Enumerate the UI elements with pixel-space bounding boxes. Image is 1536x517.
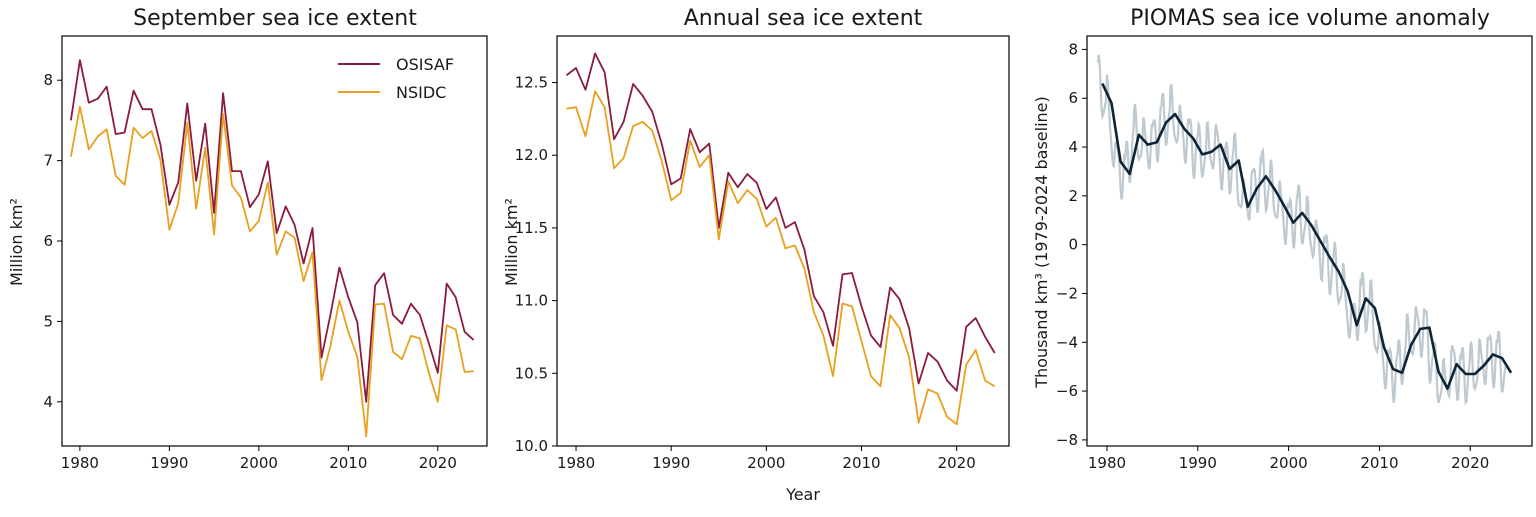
- chart3-xtick-label: 2010: [1360, 454, 1398, 472]
- chart2-ylabel: Million km²: [502, 198, 521, 286]
- chart3-ytick-label: 0: [1068, 236, 1078, 254]
- chart3-ytick-label: −8: [1056, 431, 1078, 449]
- chart2-ytick-label: 10.0: [515, 437, 548, 455]
- chart2-ytick-label: 12.0: [515, 146, 548, 164]
- chart3-ylabel: Thousand km³ (1979-2024 baseline): [1032, 96, 1051, 389]
- chart3-ytick-label: 2: [1068, 187, 1078, 205]
- chart3-monthly-band: [1096, 54, 1507, 406]
- chart2-xtick-label: 1990: [652, 454, 690, 472]
- chart2-series-line-1: [565, 52, 996, 392]
- chart3-xtick-label: 1990: [1179, 454, 1217, 472]
- chart3-series-line-1: [1101, 83, 1513, 390]
- chart1-legend: OSISAF NSIDC: [338, 55, 454, 102]
- chart1-xtick-label: 2000: [240, 454, 278, 472]
- chart2-ytick-label: 12.5: [515, 74, 548, 92]
- chart3-ytick-label: −6: [1056, 382, 1078, 400]
- chart1-ytick-label: 7: [43, 152, 53, 170]
- chart3-ytick-label: 8: [1068, 40, 1078, 58]
- chart1-xtick-label: 2020: [419, 454, 457, 472]
- chart3-ytick-label: 6: [1068, 89, 1078, 107]
- chart2-ytick-label: 10.5: [515, 364, 548, 382]
- chart1-xtick-label: 1990: [150, 454, 188, 472]
- chart2-xtick-label: 1980: [557, 454, 595, 472]
- chart1-ytick-label: 4: [43, 393, 53, 411]
- chart3-title: PIOMAS sea ice volume anomaly: [1130, 6, 1490, 31]
- chart1-xtick-label: 2010: [329, 454, 367, 472]
- chart3-plot-frame: [1086, 35, 1533, 447]
- chart3-ytick-label: −2: [1056, 284, 1078, 302]
- chart1-ytick-label: 6: [43, 232, 53, 250]
- legend-nsidc-label: NSIDC: [396, 83, 446, 102]
- chart1-ylabel: Million km²: [7, 198, 26, 286]
- chart3-xtick-label: 2000: [1270, 454, 1308, 472]
- chart3-ytick-label: 4: [1068, 138, 1078, 156]
- chart1-series-nsidc: [70, 105, 474, 438]
- chart1-ytick-label: 5: [43, 312, 53, 330]
- chart2-plot-frame: [556, 35, 1010, 447]
- legend-osisaf-label: OSISAF: [396, 55, 454, 74]
- chart2-xtick-label: 2010: [842, 454, 880, 472]
- chart3-xtick-label: 2020: [1451, 454, 1489, 472]
- chart2-series-line-2: [566, 90, 996, 426]
- chart3-xtick-label: 1980: [1088, 454, 1126, 472]
- chart2-xtick-label: 2000: [747, 454, 785, 472]
- chart2-title: Annual sea ice extent: [684, 6, 923, 31]
- chart1-ytick-label: 8: [43, 71, 53, 89]
- chart2-ytick-label: 11.5: [515, 219, 548, 237]
- chart2-ytick-label: 11.0: [515, 292, 548, 310]
- chart2-xlabel: Year: [785, 485, 820, 504]
- chart1-series-osisaf: [70, 59, 475, 403]
- chart1-title: September sea ice extent: [133, 6, 417, 31]
- chart1-xtick-label: 1980: [61, 454, 99, 472]
- chart2-xtick-label: 2020: [938, 454, 976, 472]
- chart3-ytick-label: −4: [1056, 333, 1078, 351]
